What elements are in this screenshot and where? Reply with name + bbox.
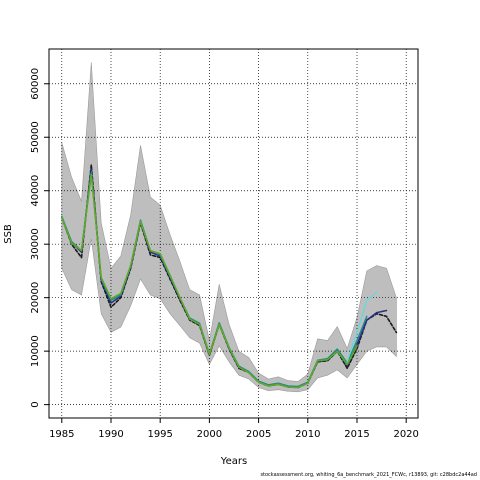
y-tick-label: 10000 [30,335,41,367]
x-tick-label: 2015 [344,429,369,440]
x-tick-label: 2005 [246,429,271,440]
series-layer [60,164,398,389]
confidence-band-layer [61,62,397,393]
x-tick-label: 2000 [197,429,222,440]
x-tick-label: 1990 [98,429,123,440]
y-tick-label: 20000 [30,282,41,314]
series-line-5 [60,173,358,389]
x-tick-label: 1995 [147,429,172,440]
y-tick-label: 40000 [30,175,41,207]
y-tick-label: 60000 [30,68,41,100]
y-axis-title: SSB [3,224,14,244]
plot-frame [48,48,419,419]
y-tick-label: 50000 [30,121,41,153]
series-line-4 [346,291,378,363]
axes-layer: 1985 1990 1995 2000 2005 2010 2015 2020 0 10000 20… [30,48,419,440]
x-tick-label: 2010 [295,429,320,440]
footer-credit: stockassessment.org, whiting_6a_benchmar… [260,472,477,478]
x-axis-title: Years [220,456,247,467]
y-tick-label: 0 [30,401,41,407]
x-tick-label: 2020 [393,429,418,440]
x-tick-label: 1985 [49,429,74,440]
y-tick-label: 30000 [30,228,41,260]
confidence-band [61,62,397,393]
